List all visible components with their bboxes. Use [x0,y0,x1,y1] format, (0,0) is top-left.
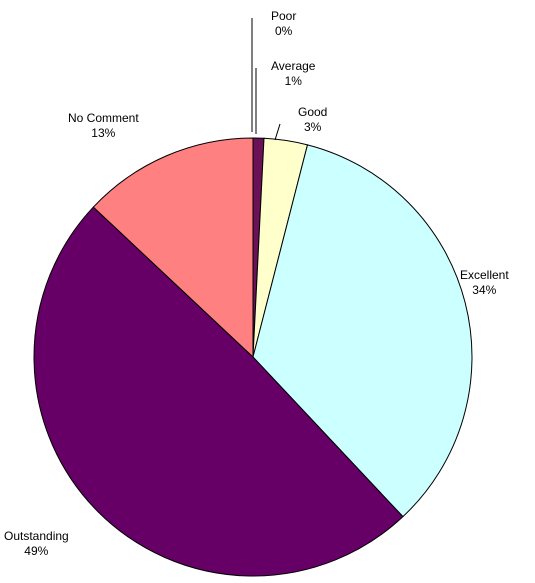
pie-slice-excellent [252,144,473,518]
slice-label-outstanding: Outstanding 49% [4,529,69,558]
slice-label-percent: 34% [472,283,496,297]
slice-label-good: Good 3% [298,105,327,134]
slice-label-percent: 0% [275,24,293,38]
slice-label-name: Excellent [460,268,509,282]
slice-label-poor: Poor 0% [271,9,296,38]
slice-label-percent: 13% [91,126,115,140]
pie-slice-outstanding [33,206,404,577]
slice-label-no-comment: No Comment 13% [68,111,139,140]
leader-line-good [274,123,281,141]
slice-label-excellent: Excellent 34% [460,268,509,297]
pie-slices [33,137,473,577]
slice-label-percent: 49% [24,544,48,558]
slice-label-name: Good [298,105,327,119]
leader-lines [251,18,281,141]
slice-labels: Poor 0% Average 1% Good 3% Excellent 34% Outstan… [4,9,509,558]
slice-label-name: No Comment [68,111,139,125]
slice-label-name: Average [271,59,316,73]
slice-label-percent: 1% [285,74,303,88]
slice-label-name: Poor [271,9,296,23]
slice-label-average: Average 1% [271,59,316,88]
slice-label-percent: 3% [304,120,322,134]
slice-label-name: Outstanding [4,529,69,543]
pie-slice-no-comment [92,137,254,359]
